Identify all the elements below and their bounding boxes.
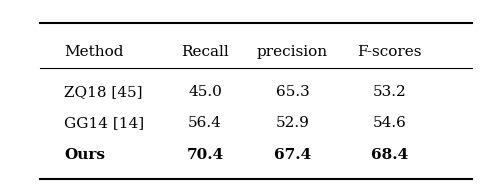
Text: Ours: Ours [64, 148, 105, 162]
Text: F-scores: F-scores [357, 45, 422, 59]
Text: 56.4: 56.4 [188, 116, 222, 130]
Text: Recall: Recall [182, 45, 229, 59]
Text: Method: Method [64, 45, 124, 59]
Text: 68.4: 68.4 [371, 148, 408, 162]
Text: precision: precision [257, 45, 328, 59]
Text: GG14 [14]: GG14 [14] [64, 116, 144, 130]
Text: 53.2: 53.2 [373, 85, 407, 99]
Text: ZQ18 [45]: ZQ18 [45] [64, 85, 143, 99]
Text: 45.0: 45.0 [188, 85, 222, 99]
Text: 54.6: 54.6 [373, 116, 407, 130]
Text: 52.9: 52.9 [276, 116, 309, 130]
Text: 65.3: 65.3 [276, 85, 309, 99]
Text: 70.4: 70.4 [186, 148, 224, 162]
Text: 67.4: 67.4 [274, 148, 311, 162]
